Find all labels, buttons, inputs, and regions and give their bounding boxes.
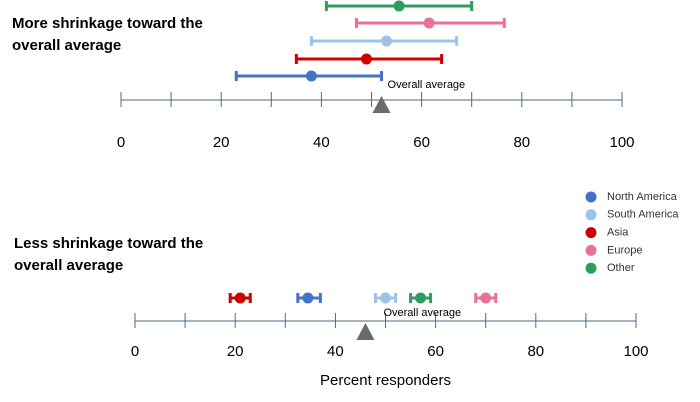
- x-tick-label: 60: [413, 134, 430, 151]
- reference-marker: [372, 96, 391, 113]
- x-tick-label: 20: [227, 343, 244, 360]
- point: [381, 35, 393, 47]
- x-tick-label: 80: [513, 134, 530, 151]
- legend-marker: [585, 209, 597, 221]
- point: [480, 292, 492, 304]
- chart-title: More shrinkage toward the: [12, 15, 203, 32]
- legend-marker: [585, 262, 597, 274]
- x-tick-label: 0: [117, 134, 125, 151]
- x-axis-label: Percent responders: [320, 372, 451, 389]
- chart-title: overall average: [14, 257, 123, 274]
- legend-label: Other: [607, 262, 635, 274]
- point: [380, 292, 391, 304]
- x-tick-label: 0: [131, 343, 139, 360]
- legend-label: South America: [607, 209, 679, 221]
- point: [302, 292, 314, 304]
- chart-title: overall average: [12, 37, 121, 54]
- legend-marker: [585, 191, 597, 203]
- x-tick-label: 40: [313, 134, 330, 151]
- x-tick-label: 80: [527, 343, 544, 360]
- point: [415, 292, 427, 304]
- legend-label: North America: [607, 191, 678, 203]
- point: [305, 70, 317, 82]
- point: [393, 0, 405, 12]
- reference-label: Overall average: [388, 79, 466, 91]
- point: [360, 53, 372, 65]
- point: [423, 17, 435, 29]
- x-tick-label: 100: [609, 134, 634, 151]
- reference-marker: [356, 323, 375, 340]
- x-tick-label: 60: [427, 343, 444, 360]
- x-tick-label: 40: [327, 343, 344, 360]
- legend-marker: [585, 227, 597, 239]
- x-tick-label: 20: [213, 134, 230, 151]
- x-tick-label: 100: [623, 343, 648, 360]
- chart-title: Less shrinkage toward the: [14, 235, 203, 252]
- legend-marker: [585, 244, 597, 256]
- legend-label: Asia: [607, 227, 629, 239]
- reference-label: Overall average: [383, 307, 461, 319]
- point: [234, 292, 246, 304]
- legend-label: Europe: [607, 244, 642, 256]
